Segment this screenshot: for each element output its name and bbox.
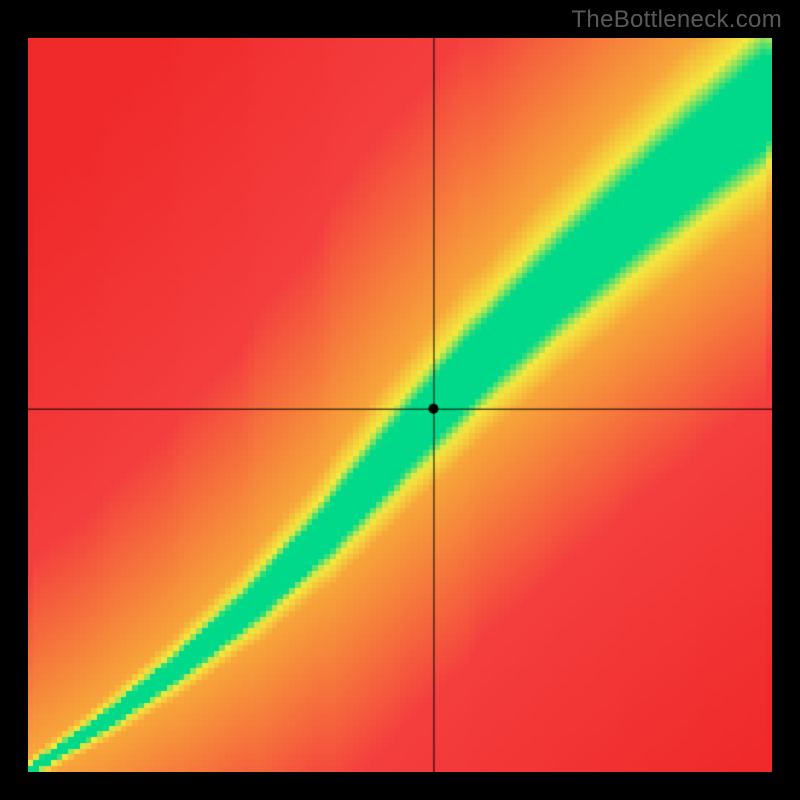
heatmap-canvas (28, 38, 772, 772)
chart-container: TheBottleneck.com (0, 0, 800, 800)
watermark-text: TheBottleneck.com (571, 6, 782, 34)
plot-area (28, 38, 772, 772)
